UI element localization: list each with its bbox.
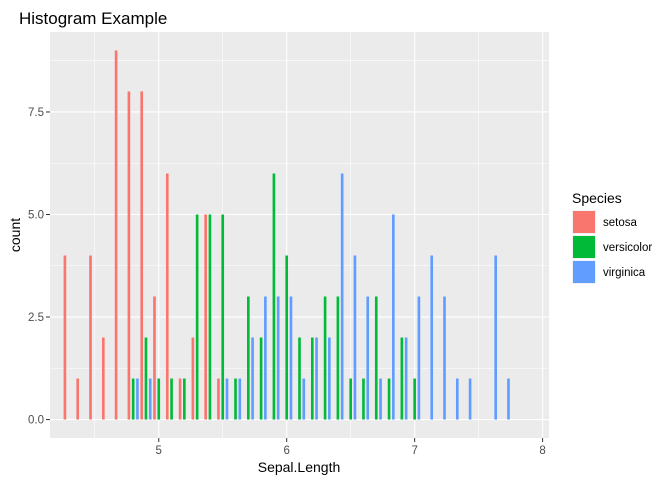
bar-versicolor xyxy=(413,378,416,420)
bar-versicolor xyxy=(234,378,237,420)
bar-virginica xyxy=(315,337,318,420)
bar-versicolor xyxy=(144,337,148,420)
bar-virginica xyxy=(148,378,152,420)
bar-virginica xyxy=(302,378,306,420)
bar-versicolor xyxy=(246,296,250,420)
minor-gridlines xyxy=(50,32,549,438)
bar-setosa xyxy=(204,214,207,420)
bar-virginica xyxy=(507,378,510,420)
x-tick-label: 6 xyxy=(284,445,290,457)
bar-setosa xyxy=(89,255,92,420)
chart-title: Histogram Example xyxy=(19,9,167,28)
bar-versicolor xyxy=(349,378,353,420)
bar-versicolor xyxy=(400,337,404,420)
bar-setosa xyxy=(217,378,220,420)
legend-items: setosa versicolor virginica xyxy=(572,210,652,284)
legend-label-versicolor: versicolor xyxy=(603,242,652,254)
bar-setosa xyxy=(63,255,67,420)
bar-versicolor xyxy=(310,337,314,420)
bars-layer xyxy=(63,50,510,420)
y-axis-title: count xyxy=(7,218,23,252)
x-tick-label: 7 xyxy=(411,445,417,457)
x-tick-label: 5 xyxy=(156,445,162,457)
bar-setosa xyxy=(140,91,144,420)
bar-versicolor xyxy=(387,378,391,420)
bar-versicolor xyxy=(323,296,327,420)
bar-virginica xyxy=(443,296,446,420)
y-tick-label: 0.0 xyxy=(28,415,44,427)
bar-virginica xyxy=(276,296,280,420)
bar-versicolor xyxy=(362,378,365,420)
bar-virginica xyxy=(289,296,293,420)
legend-swatch-versicolor xyxy=(573,236,595,258)
x-tick-label: 8 xyxy=(539,445,545,457)
bar-virginica xyxy=(136,378,139,420)
bar-virginica xyxy=(225,378,229,420)
bar-versicolor xyxy=(298,337,301,420)
bar-virginica xyxy=(264,296,267,420)
bar-versicolor xyxy=(195,214,199,420)
legend: Species setosa versicolor virginica xyxy=(572,190,652,284)
bar-versicolor xyxy=(208,214,212,420)
bar-versicolor xyxy=(170,378,173,420)
bar-setosa xyxy=(114,50,118,420)
bar-virginica xyxy=(455,378,459,420)
bar-virginica xyxy=(328,337,331,420)
bar-virginica xyxy=(340,173,344,420)
bar-setosa xyxy=(76,378,80,420)
bar-versicolor xyxy=(157,378,161,420)
bar-virginica xyxy=(392,214,395,420)
bar-versicolor xyxy=(272,173,276,420)
bar-virginica xyxy=(379,378,382,420)
x-axis-title: Sepal.Length xyxy=(258,459,341,475)
bar-virginica xyxy=(468,378,472,420)
bar-setosa xyxy=(153,296,156,420)
bar-versicolor xyxy=(336,296,340,420)
y-tick-label: 7.5 xyxy=(28,107,44,119)
bar-versicolor xyxy=(131,378,135,420)
bar-versicolor xyxy=(183,378,186,420)
bar-virginica xyxy=(251,337,254,420)
y-tick-label: 2.5 xyxy=(28,312,44,324)
bar-virginica xyxy=(417,296,421,420)
bar-setosa xyxy=(191,337,195,420)
bar-versicolor xyxy=(221,214,225,420)
bar-virginica xyxy=(366,296,370,420)
legend-label-setosa: setosa xyxy=(603,217,637,229)
bar-virginica xyxy=(238,378,242,420)
bar-versicolor xyxy=(259,337,263,420)
bar-versicolor xyxy=(285,255,289,420)
y-tick-label: 5.0 xyxy=(28,209,44,221)
bar-setosa xyxy=(165,173,169,420)
bar-virginica xyxy=(430,255,434,420)
bar-versicolor xyxy=(374,296,378,420)
bar-setosa xyxy=(178,378,182,420)
legend-label-virginica: virginica xyxy=(603,267,646,279)
x-axis-ticks: 5 6 7 8 xyxy=(156,438,546,457)
bar-setosa xyxy=(127,91,131,420)
bar-setosa xyxy=(101,337,105,420)
legend-swatch-virginica xyxy=(573,261,595,283)
bar-virginica xyxy=(353,255,357,420)
legend-swatch-setosa xyxy=(573,211,595,233)
bar-virginica xyxy=(404,337,408,420)
y-axis-ticks: 0.0 2.5 5.0 7.5 xyxy=(28,107,50,427)
legend-title: Species xyxy=(572,190,622,206)
bar-virginica xyxy=(494,255,498,420)
